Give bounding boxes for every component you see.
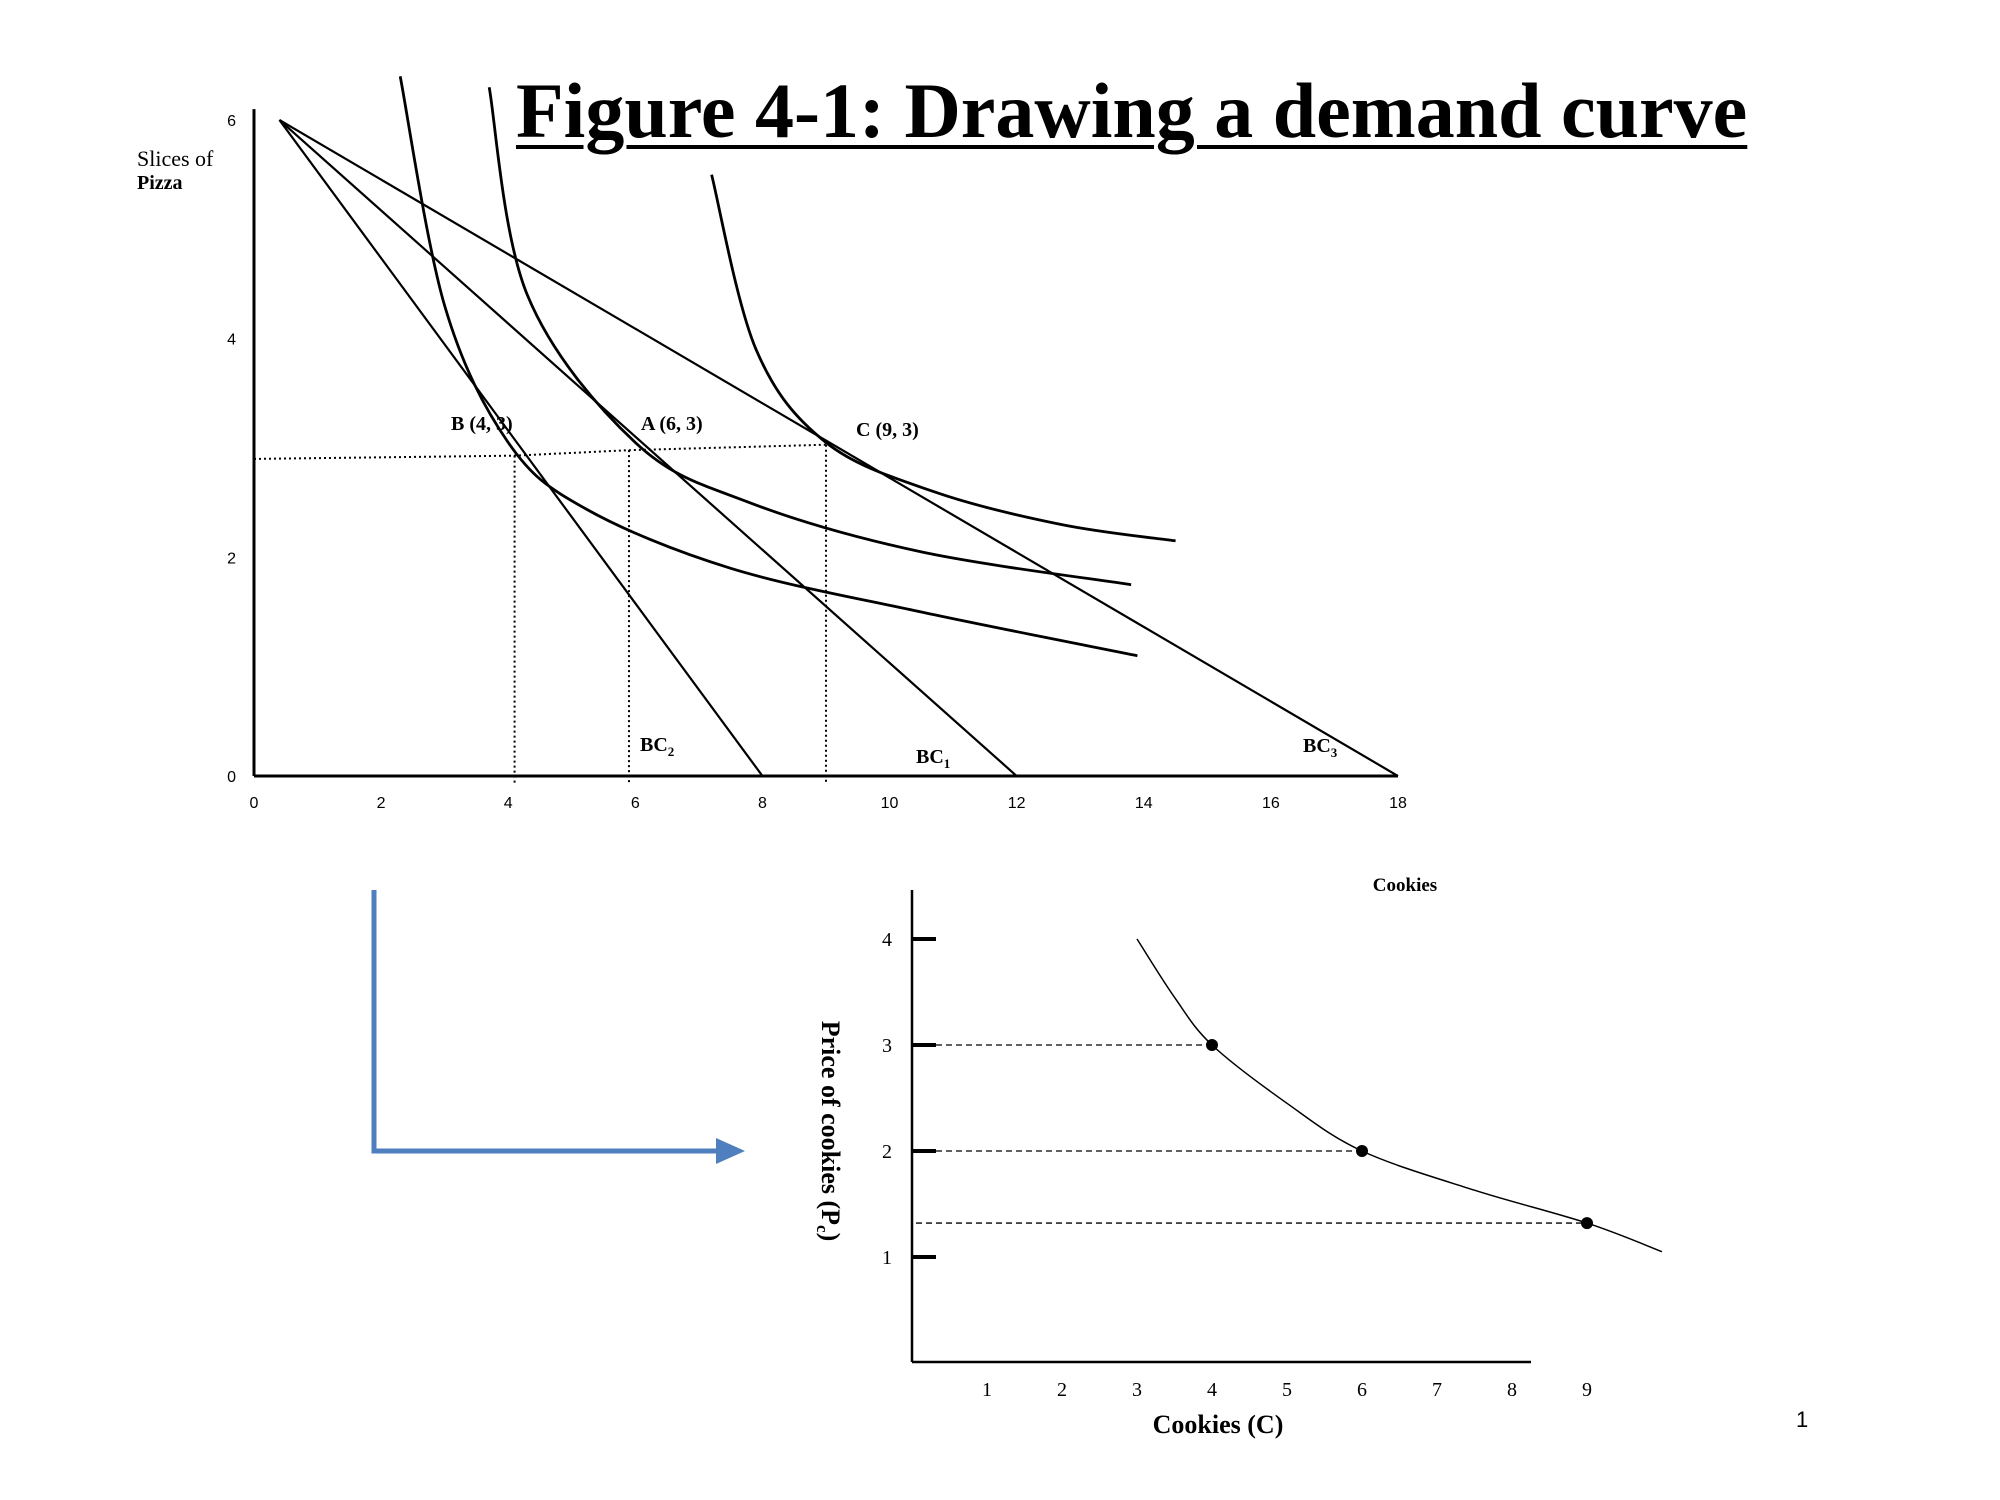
slide-title: Figure 4-1: Drawing a demand curve bbox=[516, 67, 1748, 154]
demand-chart-title: Cookies bbox=[1373, 875, 1437, 896]
demand-x-tick-label: 8 bbox=[1507, 1379, 1517, 1401]
y-tick-label: 0 bbox=[227, 769, 236, 786]
demand-point bbox=[1206, 1039, 1218, 1051]
slide-number: 1 bbox=[1796, 1407, 1809, 1432]
demand-curve bbox=[1136, 938, 1663, 1253]
y-axis-label-line2: Pizza bbox=[137, 172, 183, 194]
flow-arrow bbox=[371, 890, 745, 1164]
indifference-curve bbox=[710, 174, 1176, 543]
flow-arrow-line bbox=[371, 890, 718, 1154]
budget-line-label: BC2 bbox=[640, 734, 674, 759]
demand-x-tick-label: 2 bbox=[1057, 1379, 1067, 1401]
dotted-guide-horizontal bbox=[253, 443, 827, 460]
budget-line-label: BC3 bbox=[1303, 735, 1338, 760]
budget-line bbox=[278, 119, 764, 777]
demand-y-tick-label: 4 bbox=[882, 929, 892, 951]
x-tick-label: 12 bbox=[1008, 795, 1026, 812]
x-tick-label: 10 bbox=[881, 795, 899, 812]
x-tick-label: 0 bbox=[250, 795, 259, 812]
budget-line-label: BC1 bbox=[916, 746, 950, 771]
demand-x-tick-label: 1 bbox=[982, 1379, 992, 1401]
bundle-point-label: A (6, 3) bbox=[641, 413, 703, 435]
bundle-point-label: B (4, 3) bbox=[451, 413, 513, 435]
y-axis-label: Price of cookies (Pc) bbox=[813, 1021, 845, 1242]
x-tick-label: 8 bbox=[758, 795, 767, 812]
x-tick-label: 16 bbox=[1262, 795, 1280, 812]
demand-x-tick-label: 6 bbox=[1357, 1379, 1367, 1401]
y-tick-label: 2 bbox=[227, 550, 236, 567]
demand-x-tick-label: 7 bbox=[1432, 1379, 1442, 1401]
demand-point bbox=[1356, 1145, 1368, 1157]
indifference-budget-chart: Slices of Pizza 0 2 4 6 8 10 12 14 16 18 0 2 4 6 BC2 BC… bbox=[137, 76, 1407, 812]
x-tick-label: 14 bbox=[1135, 795, 1153, 812]
x-tick-label: 18 bbox=[1389, 795, 1407, 812]
demand-curve-chart: Cookies Cookies (C) Price of cookies (Pc… bbox=[813, 875, 1663, 1439]
indifference-curve bbox=[487, 86, 1132, 587]
budget-line bbox=[278, 119, 1399, 777]
demand-x-tick-label: 4 bbox=[1207, 1379, 1217, 1401]
bundle-point-label: C (9, 3) bbox=[856, 419, 919, 441]
demand-point bbox=[1581, 1217, 1593, 1230]
demand-x-tick-label: 3 bbox=[1132, 1379, 1142, 1401]
demand-x-tick-label: 5 bbox=[1282, 1379, 1292, 1401]
flow-arrow-head bbox=[716, 1138, 745, 1164]
indifference-curve bbox=[398, 76, 1138, 658]
x-tick-label: 6 bbox=[631, 795, 640, 812]
budget-line bbox=[278, 119, 1018, 777]
x-tick-label: 4 bbox=[504, 795, 513, 812]
x-axis-label: Cookies (C) bbox=[1153, 1410, 1284, 1439]
y-tick-label: 6 bbox=[227, 113, 236, 130]
y-tick-label: 4 bbox=[227, 332, 236, 349]
y-axis-label-line1: Slices of bbox=[137, 146, 214, 171]
x-tick-label: 2 bbox=[377, 795, 386, 812]
demand-y-tick-label: 3 bbox=[882, 1035, 892, 1057]
demand-y-tick-label: 1 bbox=[882, 1247, 892, 1269]
demand-x-tick-label: 9 bbox=[1582, 1379, 1592, 1401]
demand-y-tick-label: 2 bbox=[882, 1141, 892, 1163]
